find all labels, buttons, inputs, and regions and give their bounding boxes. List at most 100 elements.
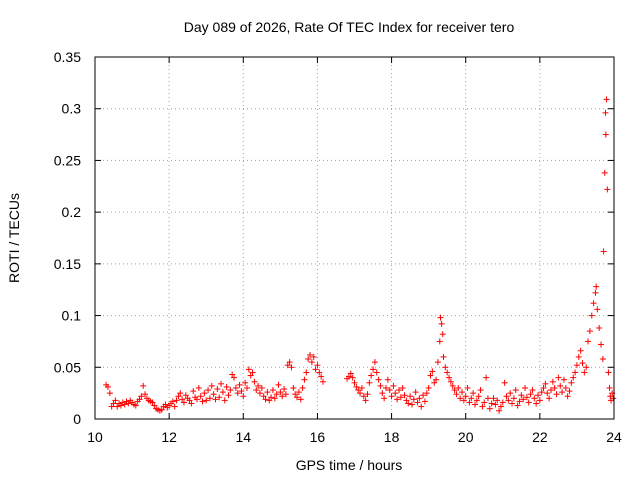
data-point [142, 391, 149, 398]
data-point [555, 374, 562, 381]
data-point [522, 384, 529, 391]
data-point [414, 399, 421, 406]
data-point [547, 387, 554, 394]
data-point [173, 397, 180, 404]
data-point [572, 369, 579, 376]
data-point [360, 393, 367, 400]
data-point [260, 393, 267, 400]
data-point [383, 384, 390, 391]
data-point [397, 394, 404, 401]
data-point [525, 399, 532, 406]
data-point [605, 369, 612, 376]
data-point [600, 248, 607, 255]
data-point [281, 386, 288, 393]
data-point [238, 388, 245, 395]
data-point [418, 403, 425, 410]
data-point [121, 401, 128, 408]
data-point [308, 359, 315, 366]
plot-frame [94, 56, 615, 420]
data-point [368, 372, 375, 379]
data-point [231, 374, 238, 381]
data-point [345, 373, 352, 380]
data-point [577, 347, 584, 354]
data-point [540, 384, 547, 391]
data-point [212, 396, 219, 403]
data-point [559, 389, 566, 396]
data-point [523, 394, 530, 401]
data-point [557, 382, 564, 389]
data-point [362, 397, 369, 404]
y-tick-label: 0.15 [54, 256, 81, 272]
y-tick-label: 0.25 [54, 152, 81, 168]
data-point [585, 338, 592, 345]
data-point [295, 389, 302, 396]
data-point [104, 383, 111, 390]
data-point [401, 392, 408, 399]
data-point [203, 397, 210, 404]
data-point [602, 131, 609, 138]
data-point [117, 402, 124, 409]
data-point [408, 401, 415, 408]
data-point [460, 397, 467, 404]
data-point [366, 379, 373, 386]
data-point [431, 379, 438, 386]
data-point [171, 403, 178, 410]
data-point [533, 400, 540, 407]
data-point [593, 283, 600, 290]
x-tick-label: 12 [161, 429, 177, 445]
data-point [464, 384, 471, 391]
data-point [375, 376, 382, 383]
data-point [390, 382, 397, 389]
data-point [294, 394, 301, 401]
data-point [507, 390, 514, 397]
data-point [275, 381, 282, 388]
data-point [282, 391, 289, 398]
data-point [158, 406, 165, 413]
data-point [439, 331, 446, 338]
data-point [446, 374, 453, 381]
data-point [351, 379, 358, 386]
data-point [416, 395, 423, 402]
data-point [594, 306, 601, 313]
data-point [355, 387, 362, 394]
data-point [473, 397, 480, 404]
data-point [353, 383, 360, 390]
data-point [453, 391, 460, 398]
data-point [601, 169, 608, 176]
data-point [562, 384, 569, 391]
data-point [395, 387, 402, 394]
data-point [579, 360, 586, 367]
data-point [303, 369, 310, 376]
data-point [388, 393, 395, 400]
data-point [218, 380, 225, 387]
data-point [544, 390, 551, 397]
data-point [223, 383, 230, 390]
data-point [573, 362, 580, 369]
chart-title: Day 089 of 2026, Rate Of TEC Index for r… [184, 19, 515, 35]
y-tick-label: 0.1 [62, 308, 82, 324]
data-point [132, 402, 139, 409]
x-tick-label: 14 [235, 429, 251, 445]
data-point [297, 396, 304, 403]
data-point [583, 364, 590, 371]
data-point [488, 400, 495, 407]
data-point [386, 387, 393, 394]
data-point [484, 395, 491, 402]
data-point [242, 379, 249, 386]
data-point [136, 396, 143, 403]
data-point [221, 397, 228, 404]
data-point [434, 359, 441, 366]
data-point [592, 289, 599, 296]
data-point [520, 396, 527, 403]
data-point [394, 396, 401, 403]
data-point [370, 366, 377, 373]
data-point [314, 362, 321, 369]
data-point [210, 391, 217, 398]
data-point [227, 387, 234, 394]
y-axis-label: ROTI / TECUs [6, 193, 22, 283]
data-point [279, 393, 286, 400]
data-point [535, 392, 542, 399]
data-point [266, 397, 273, 404]
x-tick-label: 20 [458, 429, 474, 445]
data-point [602, 109, 609, 116]
